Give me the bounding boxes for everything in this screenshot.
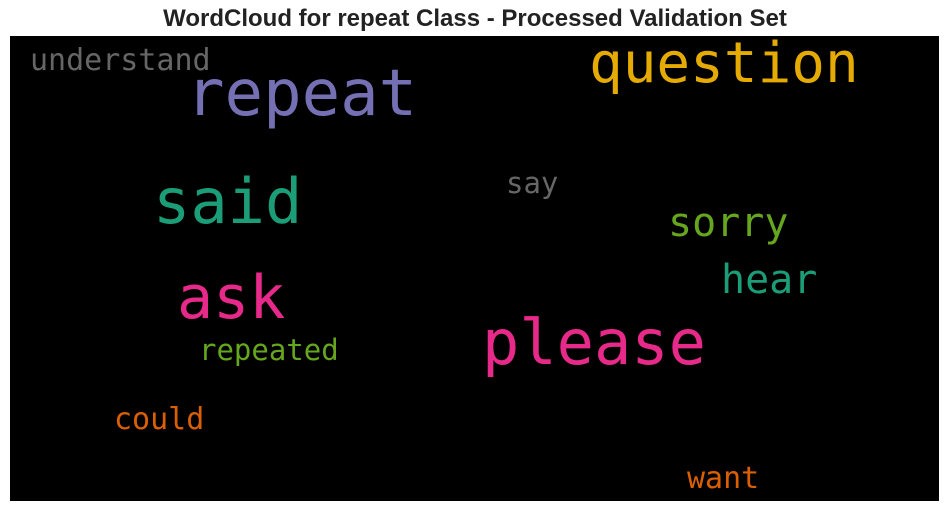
word-hear: hear [721,257,818,303]
word-question: question [589,36,859,96]
word-ask: ask [177,263,286,333]
word-understand: understand [30,43,211,78]
word-want: want [687,461,760,496]
word-say: say [506,166,559,200]
chart-title: WordCloud for repeat Class - Processed V… [163,5,787,32]
word-could: could [114,402,205,437]
word-said: said [153,165,303,238]
word-please: please [482,306,706,379]
word-repeated: repeated [199,333,339,367]
word-sorry: sorry [668,200,789,246]
word-repeat: repeat [186,57,418,131]
word-cloud: repeat question said please ask sorry he… [10,36,939,501]
